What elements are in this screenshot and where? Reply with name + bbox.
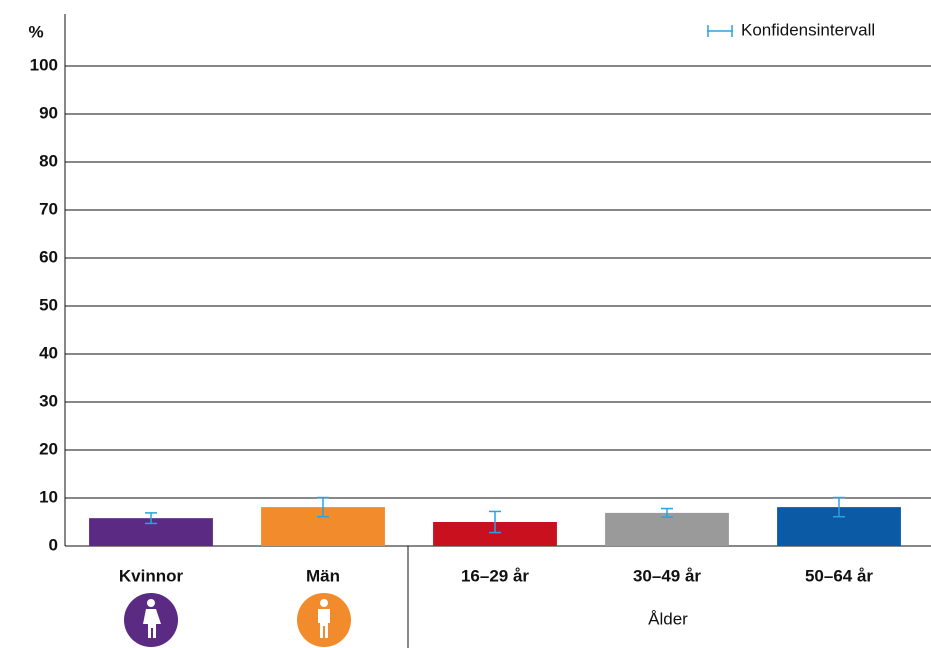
male-icon: [297, 593, 351, 647]
y-tick-label: 10: [39, 487, 58, 506]
group-label: Ålder: [648, 609, 688, 628]
x-tick-label: Män: [306, 566, 340, 585]
y-tick-label: 40: [39, 343, 58, 362]
y-tick-label: 80: [39, 151, 58, 170]
y-axis-label: %: [28, 22, 43, 41]
y-tick-label: 60: [39, 247, 58, 266]
y-tick-label: 30: [39, 391, 58, 410]
y-tick-label: 70: [39, 199, 58, 218]
legend: Konfidensintervall: [707, 20, 875, 39]
x-tick-label: 50–64 år: [805, 566, 873, 585]
y-tick-label: 20: [39, 439, 58, 458]
bar: [605, 512, 729, 546]
y-tick-label: 50: [39, 295, 58, 314]
y-tick-label: 0: [49, 535, 58, 554]
female-icon: [124, 593, 178, 647]
legend-label: Konfidensintervall: [741, 20, 875, 39]
x-tick-label: Kvinnor: [119, 566, 184, 585]
y-tick-label: 100: [30, 55, 58, 74]
x-tick-label: 30–49 år: [633, 566, 701, 585]
y-tick-label: 90: [39, 103, 58, 122]
x-tick-label: 16–29 år: [461, 566, 529, 585]
